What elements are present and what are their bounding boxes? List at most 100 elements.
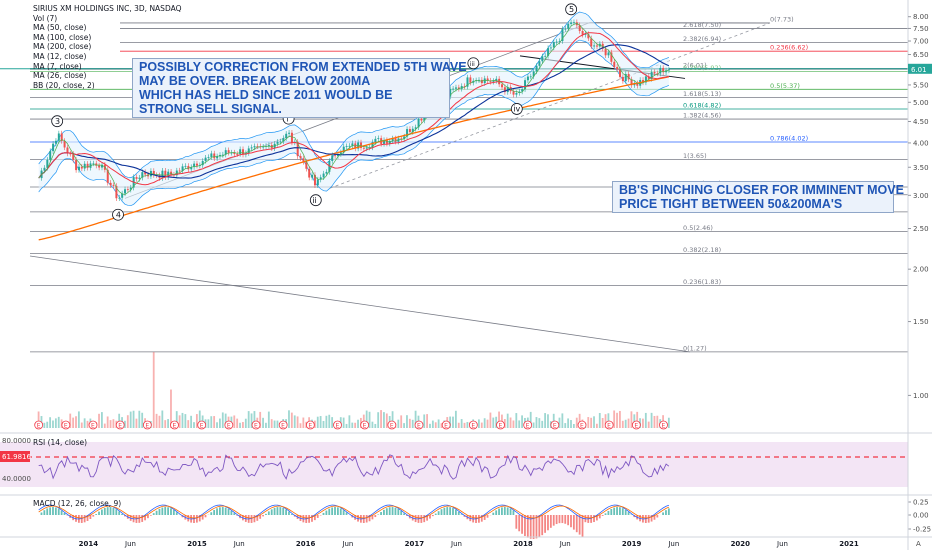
volume-bar: [604, 414, 607, 428]
macd-histogram-bar: [92, 515, 95, 517]
macd-histogram-bar: [581, 515, 584, 537]
macd-histogram-bar: [426, 515, 429, 521]
candle-body: [581, 30, 584, 35]
price-scale-label: 2.00: [913, 266, 929, 274]
fib-level-label: 0(7.73): [770, 15, 794, 23]
current-price-tag: [908, 63, 932, 74]
candle-body: [604, 48, 607, 56]
candle-body: [63, 140, 66, 148]
fib-level-label: 0.382(5.92): [683, 64, 721, 72]
macd-histogram-bar: [270, 509, 273, 515]
volume-bar: [492, 417, 495, 428]
candle-body: [659, 67, 662, 74]
earnings-marker-label: E: [91, 423, 95, 430]
macd-title[interactable]: MACD (12, 26, close, 9): [33, 499, 122, 508]
time-axis-label: Jun: [559, 540, 571, 548]
macd-histogram-bar: [595, 515, 598, 521]
macd-histogram-bar: [175, 512, 178, 515]
volume-bar: [587, 417, 590, 428]
candle-body: [587, 34, 590, 39]
candle-body: [95, 163, 98, 166]
rsi-title[interactable]: RSI (14, close): [33, 438, 88, 447]
indicator-bb[interactable]: BB (20, close, 2): [33, 80, 95, 90]
volume-bar: [250, 413, 253, 428]
candle-body: [619, 69, 622, 77]
indicator-ma200[interactable]: MA (200, close): [33, 42, 92, 52]
candle-body: [529, 76, 532, 78]
earnings-marker-icon: [441, 420, 451, 430]
volume-bar: [368, 411, 371, 428]
candle-body: [299, 156, 302, 159]
macd-histogram-bar: [440, 509, 443, 515]
macd-histogram-bar: [276, 507, 279, 515]
volume-bar: [357, 419, 359, 428]
fib-level-label: 0.786(4.02): [770, 135, 808, 143]
volume-bar: [466, 421, 469, 428]
macd-histogram-bar: [210, 512, 213, 515]
indicator-ma7[interactable]: MA (7, close): [33, 61, 82, 71]
volume-bar: [431, 420, 434, 428]
candle-body: [385, 140, 388, 144]
macd-histogram-bar: [101, 509, 103, 515]
candle-body: [593, 45, 596, 47]
volume-bar: [575, 417, 578, 428]
earnings-marker-label: E: [607, 423, 611, 430]
volume-bar: [184, 414, 187, 428]
volume-bar: [570, 420, 572, 428]
volume-bar: [650, 412, 653, 428]
macd-histogram-bar: [112, 507, 115, 515]
macd-histogram-bar: [532, 515, 535, 539]
price-scale-label: 7.00: [913, 38, 929, 46]
macd-histogram-bar: [147, 515, 149, 519]
macd-histogram-bar: [218, 507, 221, 515]
macd-histogram-bar: [483, 515, 486, 520]
macd-histogram-bar: [406, 515, 408, 516]
annotation-line: WHICH HAS HELD SINCE 2011 WOULD BE: [139, 88, 393, 102]
earnings-marker-icon: [523, 420, 533, 430]
candle-body: [561, 28, 564, 42]
candle-body: [181, 166, 184, 172]
indicator-ma26[interactable]: MA (26, close): [33, 71, 87, 81]
indicator-ma12[interactable]: MA (12, close): [33, 51, 87, 61]
earnings-marker-icon: [61, 420, 71, 430]
candle-body: [184, 165, 187, 167]
volume-bar: [483, 418, 486, 428]
macd-scale-label: 0.00: [913, 512, 929, 520]
macd-scale-label: -0.25: [913, 526, 931, 534]
volume-bar: [161, 410, 164, 428]
candle-body: [590, 38, 593, 47]
indicator-ma100[interactable]: MA (100, close): [33, 32, 92, 42]
indicator-ma50[interactable]: MA (50, close): [33, 23, 87, 33]
earnings-marker-label: E: [662, 423, 666, 430]
earnings-marker-icon: [550, 420, 560, 430]
candle-body: [492, 80, 495, 82]
volume-bar: [498, 411, 500, 428]
indicator-vol[interactable]: Vol (7): [33, 13, 58, 23]
annotation-bollinger[interactable]: BB'S PINCHING CLOSER FOR IMMINENT MOVE P…: [612, 181, 904, 213]
macd-histogram-bar: [431, 515, 434, 517]
macd-histogram-bar: [460, 514, 463, 515]
volume-bar: [262, 417, 264, 428]
volume-bar: [187, 420, 190, 428]
candle-body: [466, 77, 469, 87]
candle-body: [52, 143, 55, 152]
macd-histogram-bar: [227, 508, 230, 515]
macd-histogram-bar: [149, 515, 152, 516]
candle-body: [138, 177, 141, 179]
time-axis-label: 2020: [731, 540, 751, 548]
volume-bar: [276, 420, 279, 428]
macd-histogram-bar: [95, 514, 98, 515]
volume-bar: [52, 420, 54, 428]
macd-histogram-bar: [89, 515, 92, 519]
volume-bar: [43, 422, 46, 428]
fib-level-label: 1.618(5.13): [683, 90, 721, 98]
annotation-correction[interactable]: POSSIBLY CORRECTION FROM EXTENDED 5TH WA…: [132, 58, 467, 118]
fib-level-label: 0(1.27): [683, 344, 707, 352]
candle-body: [49, 151, 52, 160]
volume-bar: [288, 410, 290, 428]
earnings-marker-label: E: [444, 423, 448, 430]
macd-histogram-bar: [103, 507, 106, 515]
volume-bar: [198, 410, 201, 428]
macd-histogram-bar: [279, 507, 282, 515]
